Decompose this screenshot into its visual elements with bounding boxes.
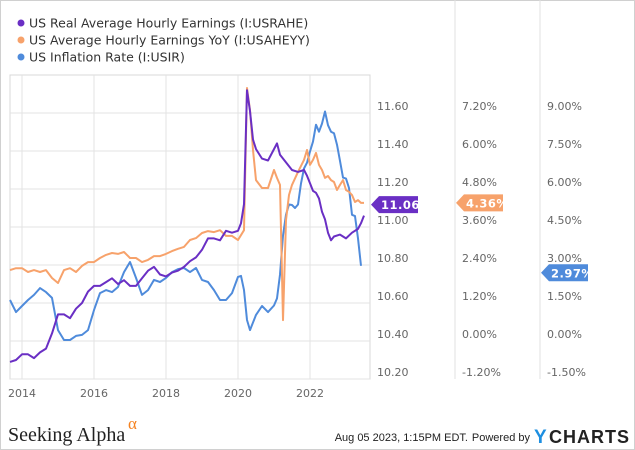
alpha-logo-mark: α [128,414,137,433]
y-tick-label-usaheyy: 7.20% [462,100,497,113]
series-line-usir [9,110,362,341]
y-tick-label-usaheyy: 2.40% [462,252,497,265]
y-tick-label-usir: 7.50% [547,138,582,151]
series-line-usrahe [9,89,365,363]
last-value-label-usir: 2.97% [551,266,593,280]
y-tick-label-usaheyy: 6.00% [462,138,497,151]
grid [9,0,541,380]
y-tick-label-usaheyy: 4.80% [462,176,497,189]
y-tick-label-usrahe: 10.60 [377,290,409,303]
series-line-usaheyy [9,87,364,322]
y-tick-label-usrahe: 11.00 [377,214,409,227]
legend-label: US Inflation Rate (I:USIR) [29,50,185,65]
y-tick-label-usir: 6.00% [547,176,582,189]
powered-by-label: Powered by [472,432,531,444]
x-tick-label: 2014 [8,387,36,400]
axes: 2014 2016 2018 2020 2022 11.60 11.40 11.20 11.00… [8,100,586,400]
footer: Seeking Alpha α Aug 05 2023, 1:15PM EDT.… [8,414,630,448]
ycharts-logo-y: Y [534,427,547,448]
series-lines [9,87,365,363]
legend-marker [17,36,25,44]
timestamp: Aug 05 2023, 1:15PM EDT. [335,432,468,444]
y-tick-label-usir: 3.00% [547,252,582,265]
seeking-alpha-logo: Seeking Alpha [8,424,125,446]
y-tick-label-usrahe: 10.20 [377,366,409,379]
y-tick-label-usrahe: 11.60 [377,100,409,113]
y-tick-label-usir: 4.50% [547,214,582,227]
y-tick-label-usrahe: 10.80 [377,252,409,265]
legend-marker [17,53,25,61]
last-value-flag-usaheyy [456,194,503,212]
last-value-flag-usir [541,264,588,282]
y-tick-label-usrahe: 11.40 [377,138,409,151]
y-tick-label-usir: 9.00% [547,100,582,113]
last-value-label-usrahe: 11.06 [381,198,420,212]
legend-label: US Real Average Hourly Earnings (I:USRAH… [29,16,308,31]
y-tick-label-usir: 0.00% [547,328,582,341]
x-tick-label: 2020 [224,387,252,400]
y-tick-label-usir: 1.50% [547,290,582,303]
x-tick-label: 2022 [296,387,324,400]
y-tick-label-usaheyy: 3.60% [462,214,497,227]
y-tick-label-usrahe: 11.20 [377,176,409,189]
last-value-label-usaheyy: 4.36% [466,196,508,210]
x-tick-label: 2016 [80,387,108,400]
legend-marker [17,19,25,27]
legend-label: US Average Hourly Earnings YoY (I:USAHEY… [29,33,310,48]
y-tick-label-usir: -1.50% [547,366,586,379]
x-tick-label: 2018 [152,387,180,400]
y-tick-label-usaheyy: 1.20% [462,290,497,303]
y-tick-label-usrahe: 10.40 [377,328,409,341]
last-value-flag-usrahe [371,196,418,214]
legend: US Real Average Hourly Earnings (I:USRAH… [17,16,310,65]
last-value-flags: 11.06 4.36% 2.97% [371,194,593,282]
y-tick-label-usaheyy: 0.00% [462,328,497,341]
ycharts-logo: CHARTS [549,427,630,447]
y-tick-label-usaheyy: -1.20% [462,366,501,379]
